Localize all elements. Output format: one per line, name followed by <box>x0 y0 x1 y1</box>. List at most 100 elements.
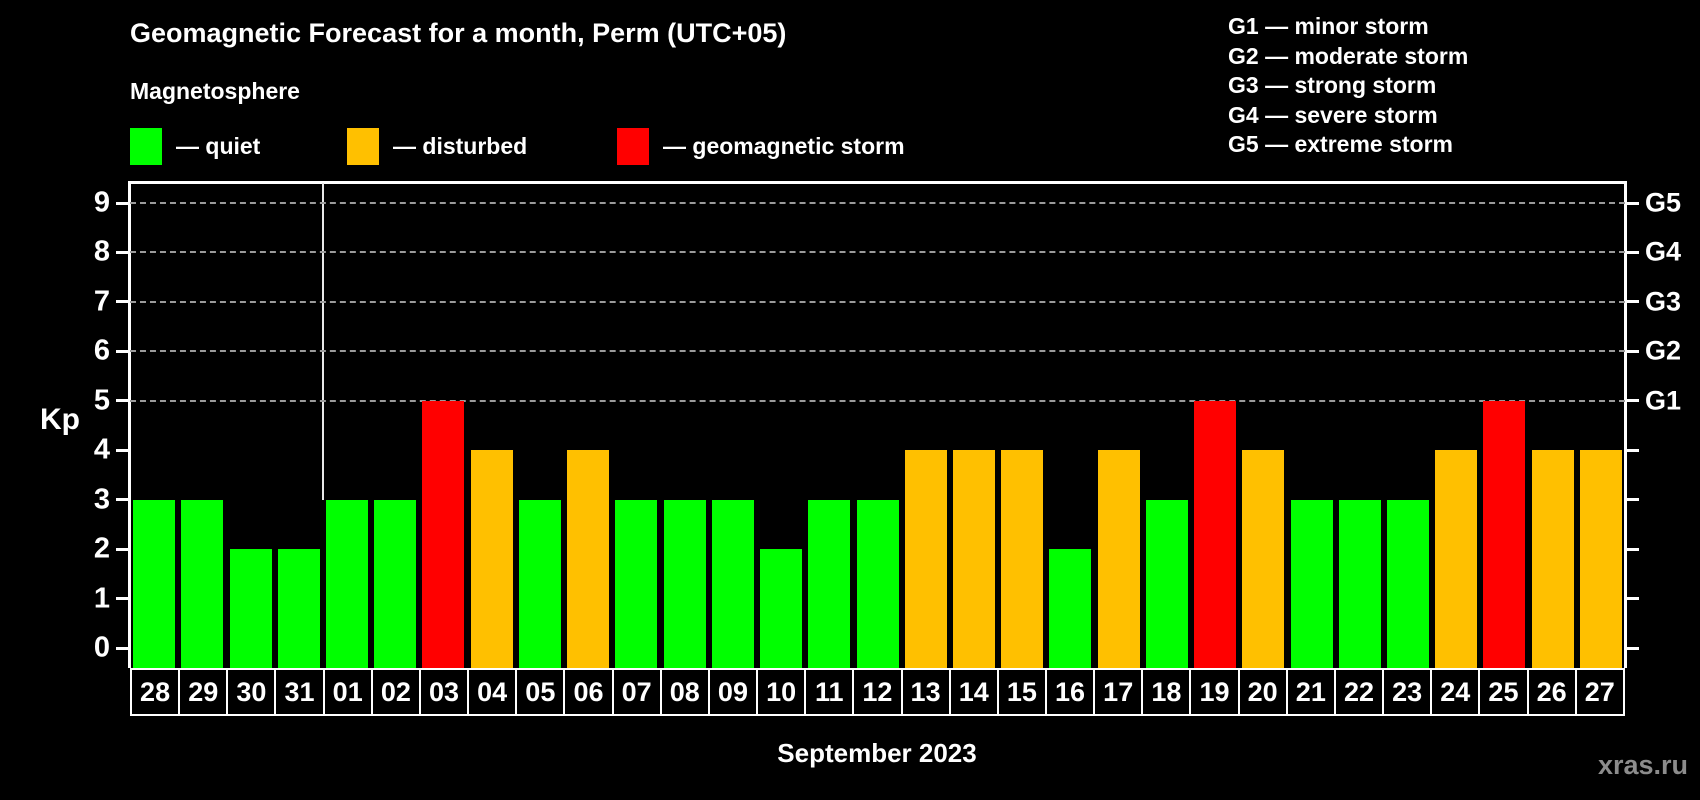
kp-bar-day-08 <box>663 499 706 668</box>
y-tick-label-8: 8 <box>93 235 110 268</box>
kp-bar-day-30 <box>229 549 272 668</box>
right-tick-8 <box>1627 250 1639 254</box>
y-tick-label-3: 3 <box>93 483 110 516</box>
right-tick-5 <box>1627 399 1639 403</box>
day-label-05: 05 <box>517 670 566 714</box>
kp-bar-day-22 <box>1338 499 1381 668</box>
y-tick-7 <box>116 300 128 304</box>
quiet-color-swatch-icon <box>130 128 162 165</box>
right-tick-0 <box>1627 646 1639 650</box>
day-label-02: 02 <box>373 670 421 714</box>
legend-item-disturbed: — disturbed <box>347 128 527 165</box>
storm-scale-line-g3: G3 — strong storm <box>1228 72 1437 98</box>
day-label-27: 27 <box>1584 676 1615 707</box>
kp-bar-day-16 <box>1049 549 1092 668</box>
magnetosphere-legend: — quiet — disturbed — geomagnetic storm <box>130 128 1080 168</box>
kp-bar-day-09 <box>711 499 754 668</box>
chart-title: Geomagnetic Forecast for a month, Perm (… <box>130 18 787 48</box>
y-tick-8 <box>116 250 128 254</box>
plot-area: 0 1 2 3 4 5 6 7 8 9 G1 G2 G3 G4 G5 <box>94 181 1681 668</box>
plot-top-border <box>128 181 1627 184</box>
storm-scale-line-g1: G1 — minor storm <box>1228 13 1429 39</box>
day-label-13: 13 <box>903 670 951 714</box>
storm-scale-line-g5: G5 — extreme storm <box>1228 131 1453 157</box>
right-axis-label-g4: G4 <box>1645 236 1682 267</box>
kp-bar-day-23 <box>1386 499 1429 668</box>
day-label-31: 31 <box>276 670 325 714</box>
x-axis-day-labels: 28 29 30 31 01 02 03 04 05 06 07 08 09 10 11 12 13 14 15 16… <box>130 668 1625 716</box>
day-label-21: 21 <box>1288 670 1336 714</box>
day-label-09: 09 <box>710 670 759 714</box>
right-axis-label-g3: G3 <box>1645 286 1682 317</box>
y-tick-label-9: 9 <box>93 186 110 219</box>
gridline-kp9 <box>130 202 1625 204</box>
day-label-16: 16 <box>1047 670 1096 714</box>
day-label-29: 29 <box>180 670 229 714</box>
y-tick-label-4: 4 <box>93 433 110 466</box>
day-label-24: 24 <box>1432 670 1481 714</box>
legend-label-disturbed: — disturbed <box>393 133 528 159</box>
right-tick-7 <box>1627 300 1639 304</box>
right-tick-6 <box>1627 349 1639 353</box>
kp-bar-day-24 <box>1435 450 1478 668</box>
right-tick-3 <box>1627 498 1639 502</box>
kp-bar-day-05 <box>518 499 561 668</box>
day-label-03: 03 <box>421 670 470 714</box>
kp-bar-day-20 <box>1242 450 1285 668</box>
kp-bar-day-27 <box>1579 450 1622 668</box>
day-label-12: 12 <box>854 670 903 714</box>
kp-bar-day-31 <box>277 549 320 668</box>
day-label-23: 23 <box>1384 670 1433 714</box>
y-tick-1 <box>116 597 128 601</box>
day-label-20: 20 <box>1240 670 1288 714</box>
right-tick-2 <box>1627 547 1639 551</box>
kp-bar-day-21 <box>1290 499 1333 668</box>
y-tick-2 <box>116 547 128 551</box>
right-axis-label-g1: G1 <box>1645 385 1682 416</box>
legend-item-storm: — geomagnetic storm <box>617 128 905 165</box>
day-label-07: 07 <box>614 670 662 714</box>
day-label-28: 28 <box>132 670 181 714</box>
day-label-25: 25 <box>1480 670 1529 714</box>
gridline-kp5 <box>130 399 1625 402</box>
kp-bar-day-29 <box>181 499 224 668</box>
legend-item-quiet: — quiet <box>130 128 260 165</box>
y-tick-label-2: 2 <box>93 532 110 565</box>
day-label-10: 10 <box>758 670 807 714</box>
month-boundary-line <box>321 183 324 500</box>
kp-bar-day-15 <box>1001 450 1044 668</box>
y-tick-5 <box>116 399 128 403</box>
day-label-15: 15 <box>999 670 1047 714</box>
right-tick-1 <box>1627 597 1639 601</box>
kp-bar-day-04 <box>470 450 513 668</box>
right-axis-label-g5: G5 <box>1645 187 1682 218</box>
kp-bar-day-11 <box>808 499 851 668</box>
y-axis-line <box>128 183 131 668</box>
y-tick-6 <box>116 349 128 353</box>
day-label-14: 14 <box>951 670 999 714</box>
kp-bar-day-18 <box>1145 499 1188 668</box>
y-tick-label-0: 0 <box>93 631 110 664</box>
legend-label-storm: — geomagnetic storm <box>663 133 905 159</box>
kp-bar-day-01 <box>326 499 369 668</box>
y-tick-3 <box>116 498 128 502</box>
kp-bar-day-10 <box>760 549 803 668</box>
gridline-kp6 <box>130 350 1625 353</box>
day-label-11: 11 <box>806 670 855 714</box>
day-label-18: 18 <box>1143 670 1192 714</box>
kp-bar-day-02 <box>374 499 417 668</box>
storm-scale-line-g4: G4 — severe storm <box>1228 101 1438 128</box>
watermark: xras.ru <box>1597 750 1688 780</box>
day-label-01: 01 <box>325 670 373 714</box>
day-label-22: 22 <box>1336 670 1385 714</box>
kp-bar-day-13 <box>904 450 947 668</box>
y-tick-4 <box>116 448 128 452</box>
y-tick-label-7: 7 <box>93 285 110 318</box>
kp-bar-day-14 <box>952 450 995 668</box>
kp-bar-day-28 <box>133 499 176 668</box>
magnetosphere-legend-title: Magnetosphere <box>130 78 300 104</box>
y-axis-title: Kp <box>40 403 80 436</box>
kp-bar-day-06 <box>567 450 610 668</box>
kp-bar-day-17 <box>1097 450 1140 668</box>
